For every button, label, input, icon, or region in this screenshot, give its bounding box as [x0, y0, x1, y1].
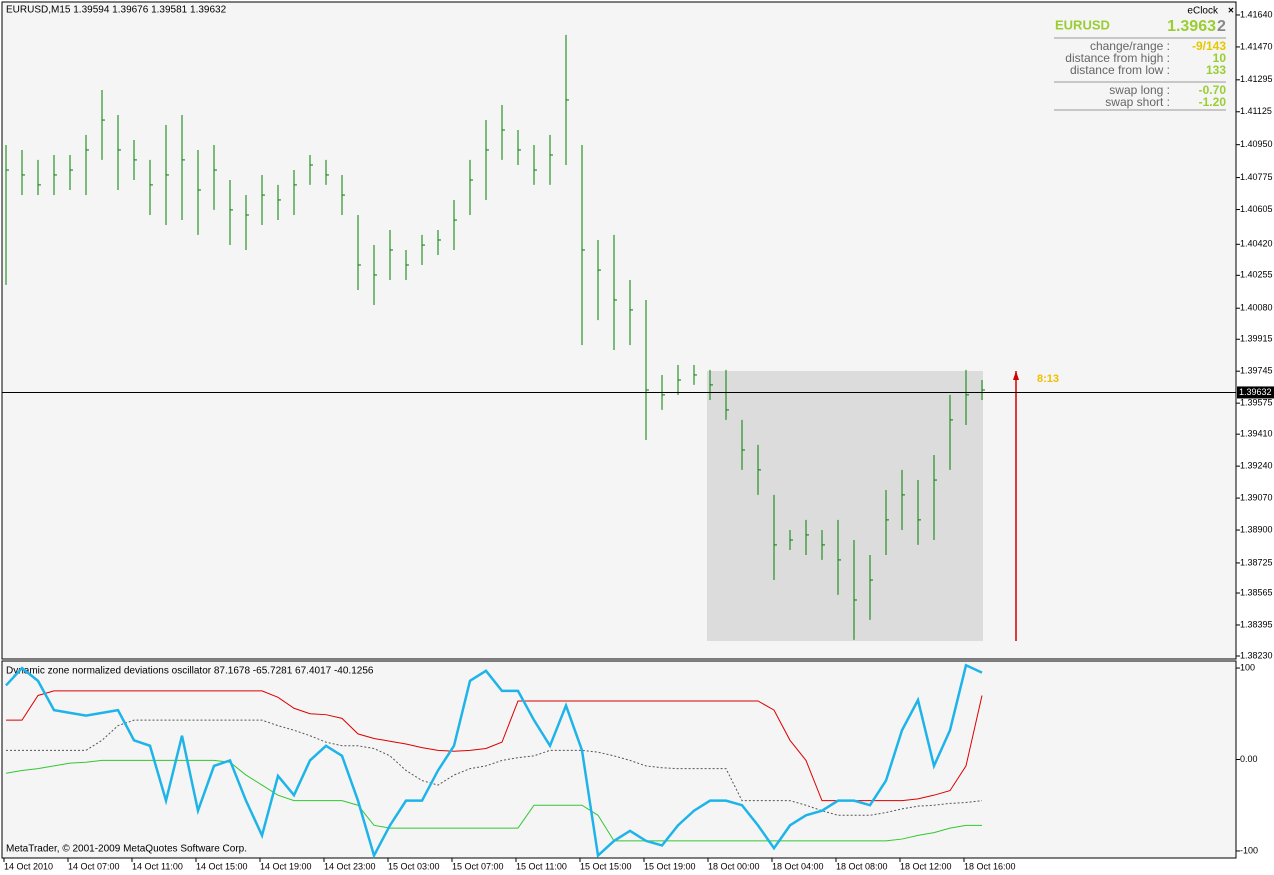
eclock-title: eClock — [1187, 6, 1219, 17]
chart-title: EURUSD,M15 1.39594 1.39676 1.39581 1.396… — [6, 5, 227, 16]
x-tick-label: 14 Oct 23:00 — [324, 861, 376, 871]
eclock-panel: eClock × EURUSD 1.3963 2 — [1054, 6, 1234, 111]
eclock-label: distance from low : — [1070, 63, 1170, 77]
range-rectangle — [707, 371, 983, 641]
eclock-price-last: 2 — [1217, 18, 1226, 35]
x-tick-label: 15 Oct 19:00 — [644, 861, 696, 871]
x-tick-label: 18 Oct 00:00 — [708, 861, 760, 871]
x-tick-label: 18 Oct 04:00 — [772, 861, 824, 871]
x-tick-label: 14 Oct 11:00 — [132, 861, 183, 871]
y-tick-label: 1.40420 — [1240, 239, 1273, 249]
x-tick-label: 18 Oct 16:00 — [964, 861, 1016, 871]
y-tick-label: 1.38725 — [1240, 557, 1273, 567]
x-tick-label: 18 Oct 12:00 — [900, 861, 952, 871]
y-tick-label: 1.41125 — [1240, 106, 1272, 116]
oscillator-line — [6, 690, 983, 802]
x-tick-label: 14 Oct 15:00 — [196, 861, 248, 871]
eclock-value: 10 — [1213, 51, 1227, 65]
last-price-label: 1.39632 — [1239, 387, 1272, 397]
eclock-label: change/range : — [1090, 39, 1170, 53]
y-tick-label: 1.39070 — [1240, 492, 1273, 502]
y-tick-label: 1.41470 — [1240, 41, 1273, 51]
countdown-arrow — [1013, 371, 1019, 380]
y-tick-label: 1.40605 — [1240, 204, 1273, 214]
eclock-label: swap short : — [1105, 95, 1170, 109]
oscillator-panel — [1, 660, 1237, 859]
x-tick-label: 15 Oct 15:00 — [580, 861, 632, 871]
oscillator-line — [6, 719, 983, 816]
y-tick-label: 1.39240 — [1240, 461, 1273, 471]
eclock-label: swap long : — [1109, 83, 1170, 97]
y-tick-label: -100 — [1240, 845, 1258, 855]
oscillator-title: Dynamic zone normalized deviations oscil… — [6, 666, 374, 677]
eclock-close[interactable]: × — [1228, 6, 1234, 17]
y-tick-label: 1.40950 — [1240, 139, 1273, 149]
x-tick-label: 15 Oct 03:00 — [388, 861, 440, 871]
x-tick-label: 15 Oct 07:00 — [452, 861, 504, 871]
x-tick-label: 14 Oct 2010 — [4, 861, 53, 871]
y-tick-label: 1.38395 — [1240, 619, 1273, 629]
price-panel — [1, 1, 1237, 660]
y-tick-label: 1.39915 — [1240, 334, 1273, 344]
last-price-box — [1237, 386, 1274, 399]
eclock-label: distance from high : — [1065, 51, 1170, 65]
copyright: MetaTrader, © 2001-2009 MetaQuotes Softw… — [6, 844, 247, 855]
x-tick-label: 14 Oct 07:00 — [68, 861, 120, 871]
oscillator-line — [5, 663, 983, 859]
y-tick-label: 1.38900 — [1240, 524, 1273, 534]
y-tick-label: 1.39575 — [1240, 398, 1273, 408]
y-tick-label: 1.40775 — [1240, 172, 1273, 182]
y-tick-label: 1.40080 — [1240, 303, 1273, 313]
x-tick-label: 14 Oct 19:00 — [260, 861, 312, 871]
y-tick-label: 0.00 — [1240, 754, 1258, 764]
y-tick-label: 1.41295 — [1240, 74, 1273, 84]
oscillator-line — [5, 759, 982, 842]
x-tick-label: 18 Oct 08:00 — [836, 861, 888, 871]
eclock-value: -1.20 — [1199, 95, 1227, 109]
eclock-price: 1.3963 — [1167, 18, 1216, 35]
y-tick-label: 100 — [1240, 662, 1255, 672]
eclock-symbol: EURUSD — [1055, 17, 1110, 32]
eclock-value: -0.70 — [1199, 83, 1227, 97]
y-tick-label: 1.40255 — [1240, 270, 1273, 280]
y-tick-label: 1.39745 — [1240, 366, 1273, 376]
y-tick-label: 1.41640 — [1240, 9, 1273, 19]
countdown-text: 8:13 — [1037, 373, 1059, 385]
y-tick-label: 1.38565 — [1240, 587, 1273, 597]
eclock-value: -9/143 — [1192, 39, 1226, 53]
x-tick-label: 15 Oct 11:00 — [516, 861, 567, 871]
eclock-value: 133 — [1206, 63, 1226, 77]
y-tick-label: 1.39410 — [1240, 429, 1273, 439]
y-tick-label: 1.38230 — [1240, 650, 1273, 660]
